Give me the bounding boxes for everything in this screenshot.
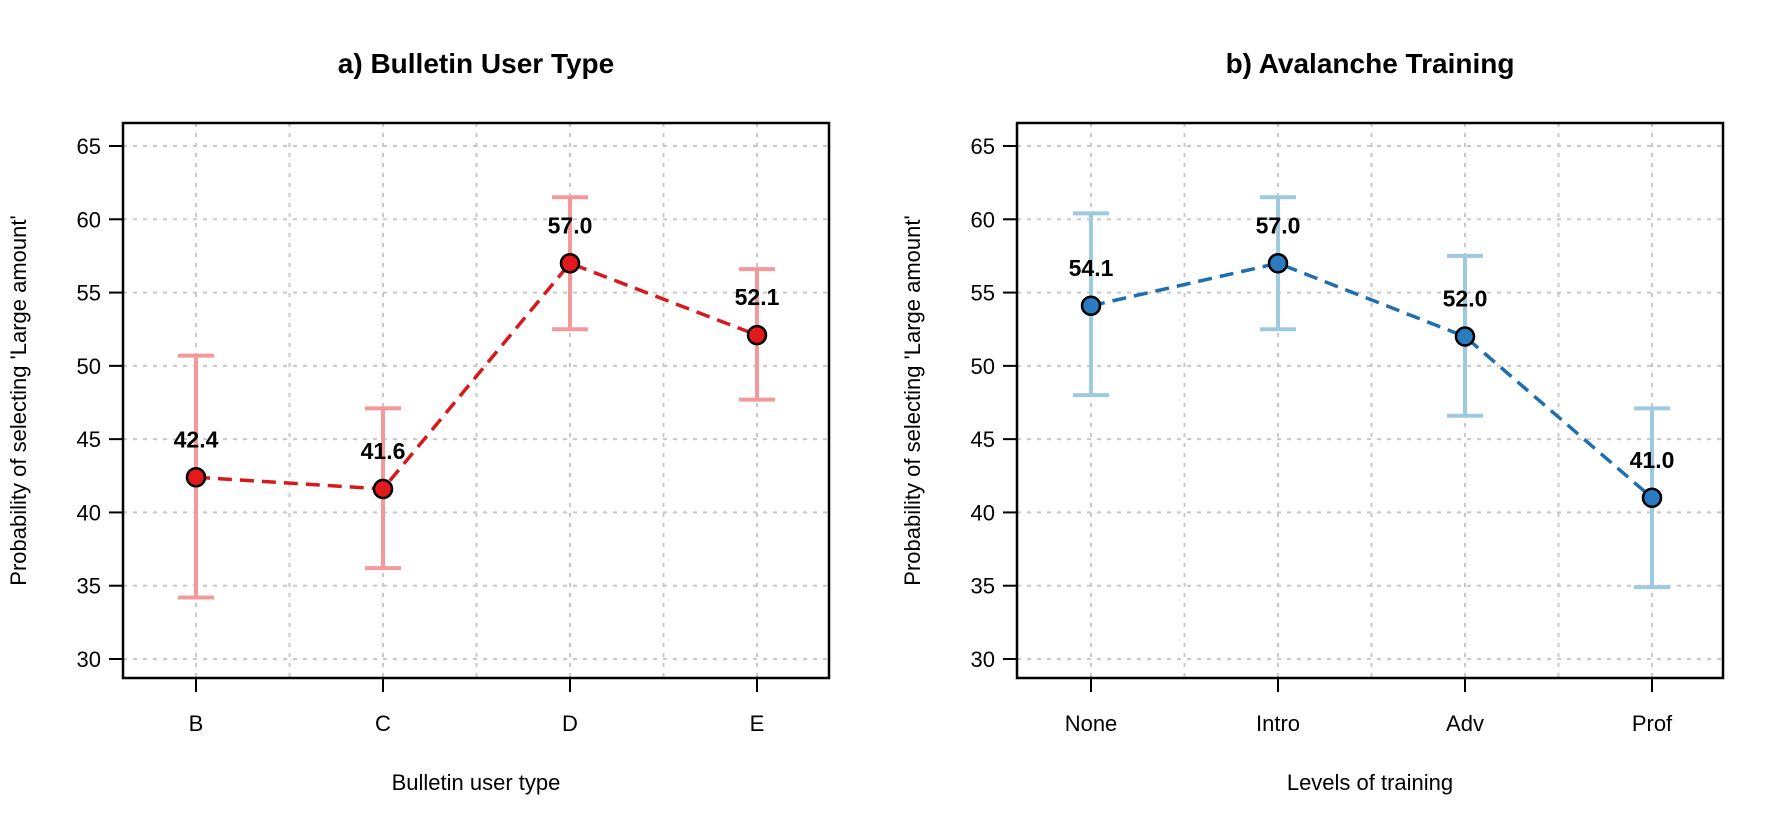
y-tick-label: 65 (971, 134, 995, 159)
data-point (372, 478, 394, 500)
x-axis-label: Levels of training (1287, 770, 1453, 795)
x-tick-label: Adv (1446, 711, 1484, 736)
y-tick-label: 55 (77, 281, 101, 306)
data-label: 41.6 (361, 438, 406, 464)
data-label: 42.4 (174, 426, 219, 452)
panel-bulletin-user-type: 30 35 40 45 50 55 60 65 B C D Ea) Bulletin User Typ… (6, 48, 831, 795)
y-tick-label: 45 (971, 427, 995, 452)
data-label: 41.0 (1630, 447, 1675, 473)
x-tick-label: D (562, 711, 578, 736)
data-point (1454, 326, 1476, 347)
y-tick-label: 40 (77, 500, 101, 525)
y-tick-label: 35 (77, 574, 101, 599)
data-label: 57.0 (548, 212, 593, 238)
data-point (746, 324, 768, 346)
y-tick-label: 60 (77, 207, 101, 232)
plot-frame (121, 121, 831, 680)
x-tick-label: None (1065, 711, 1118, 736)
panel-avalanche-training: 30 35 40 45 50 55 60 65 None Intro Adv Prof b) Avala… (900, 48, 1725, 795)
y-tick-label: 30 (971, 647, 995, 672)
chart-title: a) Bulletin User Type (338, 48, 614, 79)
y-tick-label: 50 (971, 354, 995, 379)
data-label: 57.0 (1256, 212, 1301, 238)
series-line (1090, 261, 1654, 500)
data-point (559, 253, 581, 274)
y-tick-label: 60 (971, 207, 995, 232)
data-label: 54.1 (1069, 255, 1114, 281)
plot-frame (1015, 121, 1725, 680)
x-axis-label: Bulletin user type (392, 770, 561, 795)
y-tick-label: 30 (77, 647, 101, 672)
data-point (1267, 253, 1289, 274)
y-tick-label: 45 (77, 427, 101, 452)
y-tick-label: 50 (77, 354, 101, 379)
y-tick-label: 40 (971, 500, 995, 525)
y-tick-label: 35 (971, 574, 995, 599)
chart-title: b) Avalanche Training (1226, 48, 1515, 79)
x-tick-label: B (189, 711, 204, 736)
x-tick-label: Prof (1632, 711, 1673, 736)
y-axis-label: Probability of selecting 'Large amount' (6, 215, 31, 585)
data-point (1641, 487, 1663, 509)
y-axis-label: Probability of selecting 'Large amount' (900, 215, 925, 585)
x-tick-label: C (375, 711, 391, 736)
y-tick-label: 65 (77, 134, 101, 159)
series-line (195, 261, 758, 491)
data-label: 52.1 (735, 284, 780, 310)
data-point (1080, 295, 1102, 317)
y-tick-label: 55 (971, 281, 995, 306)
x-tick-label: Intro (1256, 711, 1300, 736)
data-label: 52.0 (1443, 286, 1488, 312)
x-tick-label: E (750, 711, 765, 736)
data-point (185, 467, 207, 488)
